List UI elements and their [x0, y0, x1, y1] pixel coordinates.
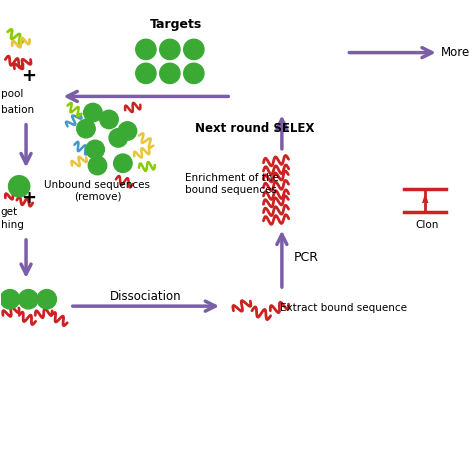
Circle shape — [109, 128, 128, 147]
Text: Unbound sequences
(remove): Unbound sequences (remove) — [45, 180, 151, 202]
Text: A: A — [421, 196, 428, 205]
Text: Dissociation: Dissociation — [110, 290, 182, 302]
Circle shape — [0, 290, 19, 309]
Circle shape — [84, 103, 102, 122]
Circle shape — [37, 290, 56, 309]
Text: Extract bound sequence: Extract bound sequence — [280, 303, 407, 313]
Text: pool: pool — [0, 89, 23, 99]
Text: bation: bation — [0, 105, 34, 115]
Text: PCR: PCR — [293, 251, 319, 264]
Circle shape — [160, 39, 180, 60]
Text: t: t — [0, 294, 5, 304]
Text: +: + — [21, 67, 36, 85]
Circle shape — [9, 176, 30, 197]
Circle shape — [88, 156, 107, 175]
Circle shape — [86, 140, 104, 159]
Circle shape — [136, 39, 156, 60]
Text: Enrichment of the
bound sequences: Enrichment of the bound sequences — [185, 173, 279, 195]
Text: +: + — [21, 189, 36, 207]
Circle shape — [184, 63, 204, 83]
Text: get: get — [0, 207, 18, 217]
Circle shape — [184, 39, 204, 60]
Circle shape — [136, 63, 156, 83]
Circle shape — [100, 110, 118, 128]
Circle shape — [114, 154, 132, 173]
Circle shape — [18, 290, 38, 309]
Text: Targets: Targets — [150, 18, 202, 31]
Text: hing: hing — [0, 220, 24, 230]
Text: More: More — [441, 46, 470, 59]
Text: Clon: Clon — [416, 220, 439, 230]
Text: Next round SELEX: Next round SELEX — [194, 122, 314, 135]
Circle shape — [160, 63, 180, 83]
Circle shape — [118, 122, 137, 140]
Circle shape — [77, 119, 95, 138]
